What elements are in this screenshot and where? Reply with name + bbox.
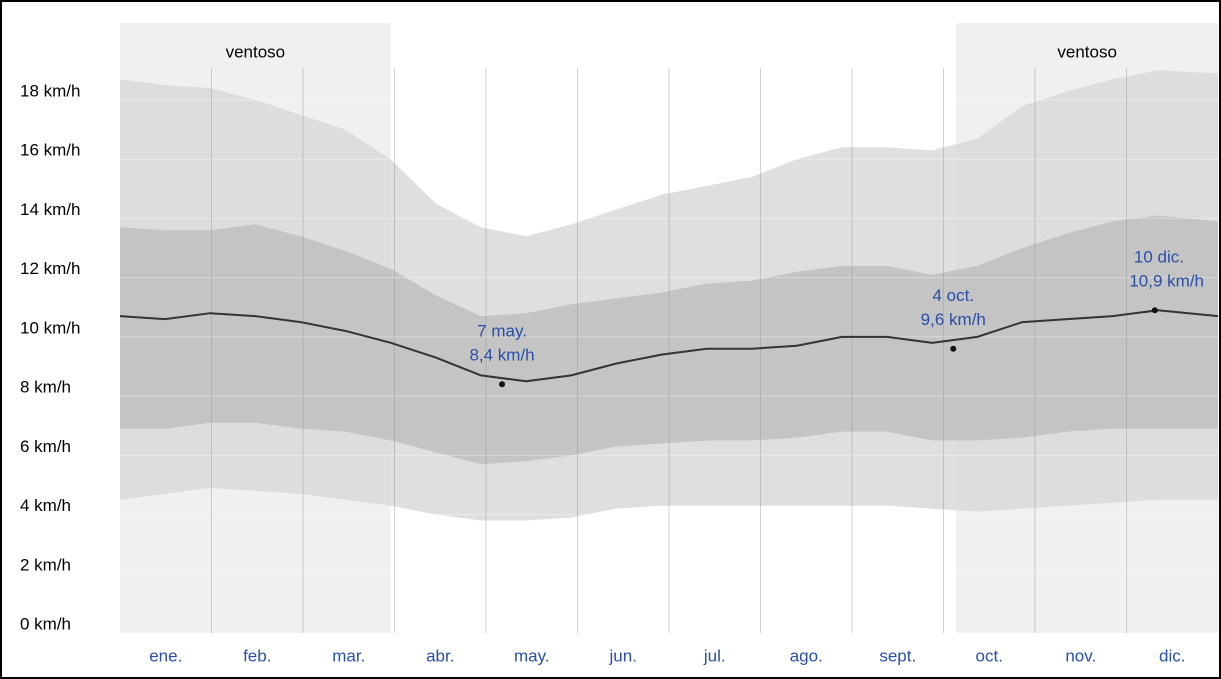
annotation-date: 7 may. — [477, 322, 527, 341]
y-tick-label: 10 km/h — [20, 318, 80, 337]
y-tick-label: 0 km/h — [20, 614, 71, 633]
x-tick-label: feb. — [243, 646, 271, 665]
y-tick-label: 2 km/h — [20, 555, 71, 574]
y-tick-label: 6 km/h — [20, 437, 71, 456]
y-tick-label: 8 km/h — [20, 378, 71, 397]
season-label: ventoso — [1057, 42, 1117, 61]
y-tick-label: 4 km/h — [20, 496, 71, 515]
annotation-value: 10,9 km/h — [1129, 272, 1204, 291]
y-tick-label: 18 km/h — [20, 81, 80, 100]
x-tick-label: mar. — [332, 646, 365, 665]
x-tick-label: abr. — [426, 646, 454, 665]
annotation-value: 8,4 km/h — [469, 346, 534, 365]
annotation-point — [499, 381, 506, 388]
mean-line — [119, 309, 1219, 383]
y-tick-label: 12 km/h — [20, 259, 80, 278]
annotation-date: 10 dic. — [1134, 248, 1184, 267]
x-tick-label: oct. — [976, 646, 1003, 665]
x-tick-label: ene. — [149, 646, 182, 665]
y-tick-label: 16 km/h — [20, 141, 80, 160]
x-tick-label: jul. — [703, 646, 726, 665]
annotation-date: 4 oct. — [932, 286, 974, 305]
x-tick-label: may. — [514, 646, 550, 665]
x-tick-label: jun. — [609, 646, 637, 665]
percentile-band — [120, 215, 1218, 465]
annotation-point — [950, 345, 957, 352]
season-label: ventoso — [226, 42, 286, 61]
annotation-point — [1151, 307, 1158, 314]
annotation-value: 9,6 km/h — [921, 310, 986, 329]
x-tick-label: dic. — [1159, 646, 1185, 665]
x-tick-label: nov. — [1065, 646, 1096, 665]
x-tick-label: ago. — [790, 646, 823, 665]
x-tick-label: sept. — [879, 646, 916, 665]
y-tick-label: 14 km/h — [20, 200, 80, 219]
